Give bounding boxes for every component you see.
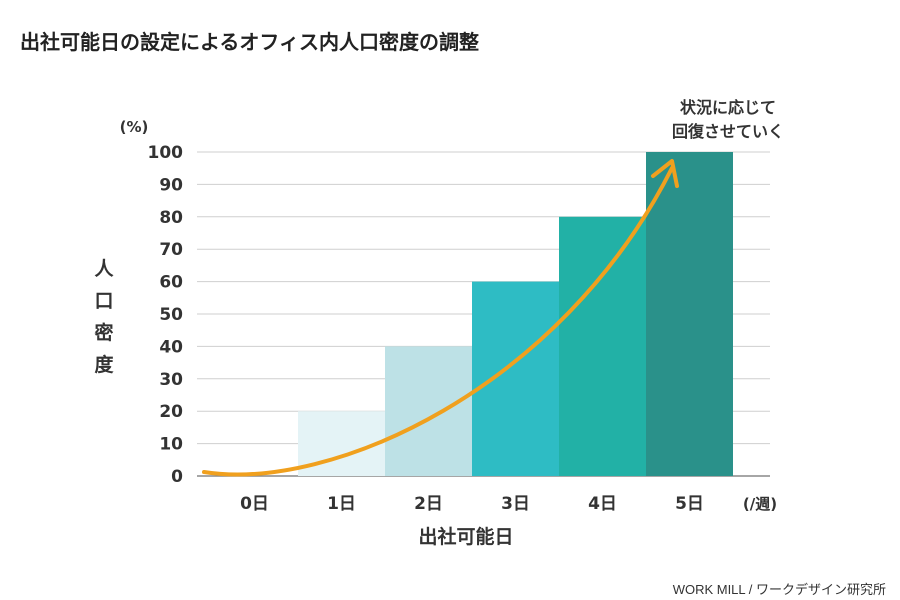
y-tick-label: 30	[159, 370, 183, 390]
trend-arrow	[202, 159, 679, 477]
credit: WORK MILL / ワークデザイン研究所	[672, 582, 886, 597]
bars	[298, 152, 733, 477]
x-tick-label: 2日	[414, 494, 443, 514]
y-axis-label: 人口密度	[94, 258, 114, 376]
trend-curve	[202, 166, 674, 477]
x-tick-label: 0日	[240, 494, 269, 514]
y-tick-label: 50	[159, 305, 183, 325]
bar	[646, 152, 733, 476]
y-tick-label: 70	[159, 240, 183, 260]
annotation-line: 回復させていく	[672, 122, 784, 141]
y-tick-label: 20	[159, 402, 183, 422]
y-axis-label-char: 度	[94, 353, 114, 376]
y-tick-label: 80	[159, 208, 183, 228]
y-tick-labels: 0 10 20 30 40 50 60 70 80 90 100	[148, 143, 184, 487]
y-tick-label: 40	[159, 337, 183, 357]
y-unit-label: (%)	[120, 118, 149, 136]
x-tick-labels: 0日 1日 2日 3日 4日 5日	[240, 494, 704, 514]
y-tick-label: 60	[159, 273, 183, 293]
x-axis-label: 出社可能日	[418, 525, 513, 548]
y-tick-label: 90	[159, 175, 183, 195]
x-unit-label: (/週)	[743, 495, 777, 513]
x-tick-label: 4日	[588, 494, 617, 514]
y-tick-label: 100	[148, 143, 184, 163]
x-tick-label: 3日	[501, 494, 530, 514]
annotation-line: 状況に応じて	[680, 98, 776, 117]
bar	[559, 216, 646, 477]
y-tick-label: 10	[159, 435, 183, 455]
x-tick-label: 1日	[327, 494, 356, 514]
y-tick-label: 0	[171, 467, 183, 487]
y-axis-label-char: 口	[94, 290, 113, 312]
x-tick-label: 5日	[675, 494, 704, 514]
bar	[385, 346, 472, 476]
chart-title: 出社可能日の設定によるオフィス内人口密度の調整	[20, 30, 479, 54]
y-axis-label-char: 密	[94, 321, 113, 344]
bar	[472, 281, 559, 476]
arrowhead	[651, 159, 679, 188]
y-axis-label-char: 人	[94, 258, 114, 280]
